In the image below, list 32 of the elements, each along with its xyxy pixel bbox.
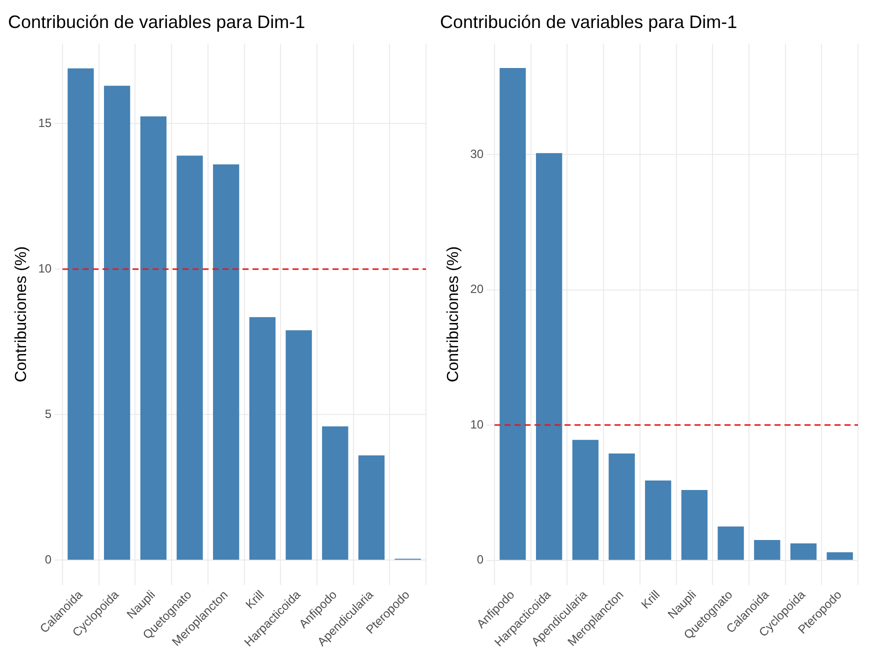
bar	[176, 156, 203, 560]
y-axis-title: Contribuciones (%)	[445, 246, 462, 382]
bar	[68, 68, 94, 560]
x-tick-label: Krill	[638, 588, 663, 612]
bar	[754, 540, 780, 560]
bar	[645, 480, 672, 560]
bar	[140, 116, 166, 560]
bar	[572, 440, 598, 560]
y-tick-label: 15	[38, 116, 52, 130]
y-tick-label: 20	[470, 282, 484, 296]
bar	[718, 526, 744, 560]
bar	[104, 86, 130, 560]
y-tick-label: 30	[470, 146, 484, 161]
y-tick-label: 0	[476, 552, 484, 567]
y-tick-label: 5	[44, 406, 52, 421]
bar	[608, 453, 635, 560]
y-tick-label: 0	[44, 552, 52, 567]
bar	[681, 490, 708, 560]
bar	[358, 455, 385, 560]
bar	[826, 552, 853, 560]
bar	[286, 330, 312, 560]
bar	[322, 426, 348, 560]
y-tick-label: 10	[470, 417, 484, 432]
chart-title: Contribución de variables para Dim-1	[8, 12, 306, 32]
y-axis-title: Contribuciones (%)	[13, 246, 30, 382]
y-tick-label: 10	[38, 261, 52, 276]
chart-title: Contribución de variables para Dim-1	[440, 12, 738, 32]
bar	[249, 317, 276, 560]
bar	[500, 68, 526, 560]
bar	[213, 164, 240, 560]
bar	[536, 153, 562, 560]
bar	[790, 543, 817, 560]
